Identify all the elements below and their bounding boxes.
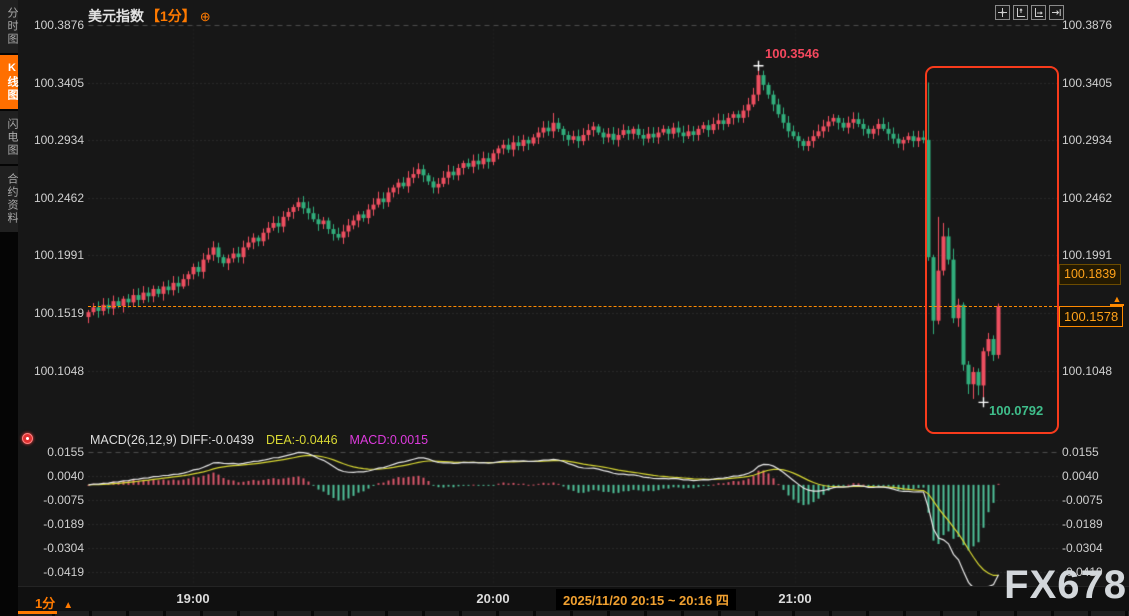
jump-to-latest-icon[interactable] <box>1049 5 1064 20</box>
chart-title: 美元指数 【1分】 ⊕ <box>88 6 211 26</box>
macd-axis-label: -0.0075 <box>1062 493 1103 507</box>
macd-axis-label: 0.0155 <box>1062 445 1099 459</box>
timeframe-selector[interactable]: 1分 ▲ <box>35 596 74 611</box>
macd-dea-value: DEA:-0.0446 <box>265 433 338 447</box>
macd-axis-label: -0.0419 <box>1062 564 1103 579</box>
sidebar-item-time-share[interactable]: 分时图 <box>0 0 18 53</box>
time-tick-20: 20:00 <box>476 591 510 606</box>
price-axis-label: 100.3405 <box>1062 75 1113 90</box>
price-up-arrow-icon: ▲ <box>1110 295 1124 306</box>
macd-axis-label: 0.0040 <box>1062 469 1099 483</box>
session-high-label: 100.3546 <box>765 46 820 61</box>
chart-toolbar <box>995 5 1064 20</box>
circle-plus-icon[interactable]: ⊕ <box>199 9 211 24</box>
price-axis-label: 100.2934 <box>1062 133 1113 148</box>
symbol-name: 美元指数 <box>88 8 144 24</box>
price-axis-label: 100.2462 <box>1062 190 1113 205</box>
price-axis-label: 100.1991 <box>33 248 84 263</box>
price-axis-label: 100.2934 <box>33 133 84 148</box>
price-axis-label: 100.3876 <box>33 18 84 32</box>
macd-indicator-dot-icon[interactable] <box>22 433 33 444</box>
timeframe-arrow-icon: ▲ <box>63 600 74 611</box>
price-axis-label: 100.1991 <box>1062 248 1113 263</box>
price-axis-label: 100.2462 <box>33 190 84 205</box>
time-scrollbar-strip[interactable] <box>18 610 1129 616</box>
macd-axis-label: -0.0419 <box>43 564 84 579</box>
prev-price-tag: 100.1839 <box>1059 264 1122 285</box>
macd-legend: MACD(26,12,9) DIFF:-0.0439 DEA:-0.0446 MAC… <box>90 433 428 447</box>
price-axis-label: 100.1048 <box>33 363 84 378</box>
macd-axis-label: 0.0155 <box>47 445 84 459</box>
sidebar-item-kline[interactable]: K线图 <box>0 55 18 109</box>
watermark: FX678 <box>1004 563 1127 607</box>
price-axis-label: 100.3405 <box>33 75 84 90</box>
macd-axis-label: 0.0040 <box>47 469 84 483</box>
sidebar-item-lightning[interactable]: 闪电图 <box>0 111 18 164</box>
macd-name-and-diff: MACD(26,12,9) DIFF:-0.0439 <box>90 433 254 447</box>
last-price-line <box>88 306 1057 307</box>
period-badge: 【1分】 <box>146 8 196 24</box>
x-axis-scale-icon[interactable] <box>1031 5 1046 20</box>
macd-axis-label: -0.0304 <box>43 540 84 555</box>
time-tick-21: 21:00 <box>778 591 812 606</box>
crosshair-move-icon[interactable] <box>995 5 1010 20</box>
macd-macd-value: MACD:0.0015 <box>349 433 429 447</box>
macd-axis-label: -0.0304 <box>1062 540 1103 555</box>
highlight-box <box>925 66 1059 434</box>
sidebar-item-contract-info[interactable]: 合约资料 <box>0 166 18 232</box>
timeframe-underline <box>18 611 57 614</box>
time-tick-19: 19:00 <box>176 591 210 606</box>
y-axis-scale-icon[interactable] <box>1013 5 1028 20</box>
macd-axis-label: -0.0189 <box>43 516 84 531</box>
last-price-tag: 100.1578 <box>1059 306 1124 327</box>
chart-type-sidebar: 分时图 K线图 闪电图 合约资料 <box>0 0 18 616</box>
highlighted-time-range: 2025/11/20 20:15 ~ 20:16 四 <box>556 589 736 610</box>
price-axis-label: 100.1519 <box>33 306 84 320</box>
price-axis-label: 100.1048 <box>1062 363 1113 378</box>
macd-axis-label: -0.0189 <box>1062 516 1103 531</box>
macd-axis-label: -0.0075 <box>43 493 84 507</box>
price-axis-label: 100.3876 <box>1062 18 1113 32</box>
session-low-label: 100.0792 <box>989 403 1044 418</box>
